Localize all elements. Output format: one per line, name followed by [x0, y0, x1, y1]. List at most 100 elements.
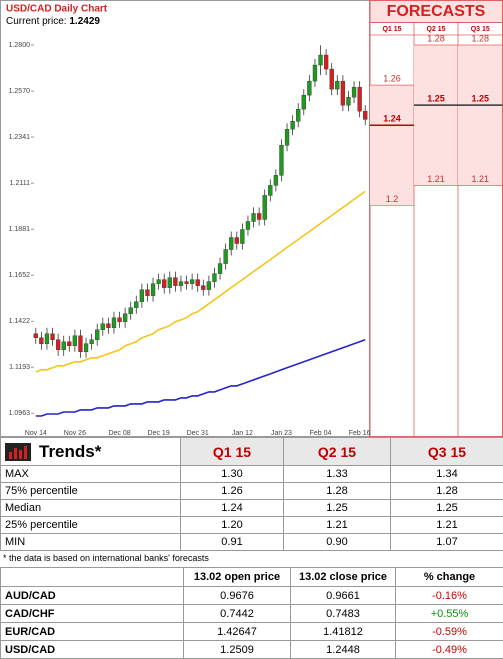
cell-value: 0.91: [181, 534, 284, 551]
candle-body: [252, 213, 256, 221]
y-tick-label: 1.1422: [9, 318, 31, 325]
cell-value: 1.26: [181, 483, 284, 500]
candle-body: [51, 334, 55, 340]
candle-body: [229, 238, 233, 250]
candle-body: [129, 308, 133, 314]
cell-value: 1.28: [391, 483, 503, 500]
cell-value: 1.07: [391, 534, 503, 551]
forecast-column-header: Q3 15: [471, 26, 490, 33]
candle-body: [173, 278, 177, 286]
candle-body: [263, 195, 267, 219]
forecast-label: 1.28: [471, 33, 489, 43]
candle-body: [324, 55, 328, 69]
cell-value: 1.42647: [184, 623, 291, 641]
candle-body: [291, 121, 295, 129]
corner-cell: [1, 568, 184, 587]
row-label: MIN: [1, 534, 181, 551]
row-label: 75% percentile: [1, 483, 181, 500]
candle-body: [168, 278, 172, 288]
candle-body: [335, 81, 339, 89]
forecast-range: [370, 85, 414, 205]
footnote: * the data is based on international ban…: [3, 553, 209, 563]
cell-value: 1.21: [284, 517, 391, 534]
y-tick-label: 1.2111: [10, 180, 30, 187]
forecast-label: 1.21: [471, 174, 489, 184]
column-header: Q2 15: [284, 438, 391, 466]
candle-body: [285, 129, 289, 145]
candle-body: [207, 282, 211, 290]
candle-body: [123, 314, 127, 322]
candle-body: [56, 340, 60, 350]
cell-value: 1.21: [391, 517, 503, 534]
candle-body: [134, 302, 138, 308]
forecast-label: 1.25: [427, 94, 445, 104]
forecast-label: 1.28: [427, 33, 445, 43]
candle-body: [274, 175, 278, 185]
cell-value: 0.7483: [291, 605, 396, 623]
candle-body: [196, 280, 200, 286]
cell-value: 1.30: [181, 466, 284, 483]
x-tick-label: Dec 31: [187, 430, 209, 437]
chart-title: USD/CAD Daily Chart: [6, 4, 108, 15]
cell-value: 1.34: [391, 466, 503, 483]
candle-body: [218, 264, 222, 274]
row-label: MAX: [1, 466, 181, 483]
column-header: 13.02 open price: [184, 568, 291, 587]
cell-value: 1.25: [391, 500, 503, 517]
x-tick-label: Jan 23: [271, 430, 292, 437]
candle-body: [79, 336, 83, 352]
row-label: CAD/CHF: [1, 605, 184, 623]
forecast-title: FORECASTS: [387, 3, 486, 20]
cell-value: 0.90: [284, 534, 391, 551]
forecast-label: 1.26: [383, 74, 401, 84]
row-label: Median: [1, 500, 181, 517]
candle-body: [190, 280, 194, 284]
candle-body: [185, 282, 189, 284]
y-tick-label: 1.1881: [9, 226, 31, 233]
candle-body: [268, 185, 272, 195]
candle-body: [235, 238, 239, 244]
cell-value: 1.41812: [291, 623, 396, 641]
cell-value: 1.33: [284, 466, 391, 483]
y-tick-label: 1.2800: [9, 42, 31, 49]
cell-value: 0.7442: [184, 605, 291, 623]
candle-body: [347, 97, 351, 105]
candle-body: [45, 334, 49, 344]
forecast-range: [414, 45, 458, 185]
candle-body: [157, 280, 161, 284]
x-tick-label: Nov 14: [25, 430, 47, 437]
current-price-label: Current price:: [6, 16, 67, 27]
cell-value: -0.59%: [396, 623, 503, 641]
candle-body: [224, 250, 228, 264]
forecast-column-header: Q2 15: [426, 26, 445, 33]
column-header: Q1 15: [181, 438, 284, 466]
forecast-range: [458, 45, 503, 185]
candle-body: [162, 280, 166, 288]
candle-body: [106, 324, 110, 328]
x-tick-label: Dec 19: [148, 430, 170, 437]
candle-body: [280, 145, 284, 175]
column-header: 13.02 close price: [291, 568, 396, 587]
candle-body: [90, 340, 94, 344]
candle-body: [95, 330, 99, 340]
candle-body: [39, 338, 43, 344]
cell-value: 1.20: [181, 517, 284, 534]
forecast-label: 1.2: [386, 194, 399, 204]
y-tick-label: 1.0963: [9, 410, 31, 417]
candle-body: [118, 318, 122, 322]
candle-body: [73, 336, 77, 346]
column-header: % change: [396, 568, 503, 587]
candle-body: [302, 95, 306, 109]
candle-body: [296, 109, 300, 121]
candle-body: [101, 324, 105, 330]
cell-value: -0.16%: [396, 587, 503, 605]
cell-value: +0.55%: [396, 605, 503, 623]
